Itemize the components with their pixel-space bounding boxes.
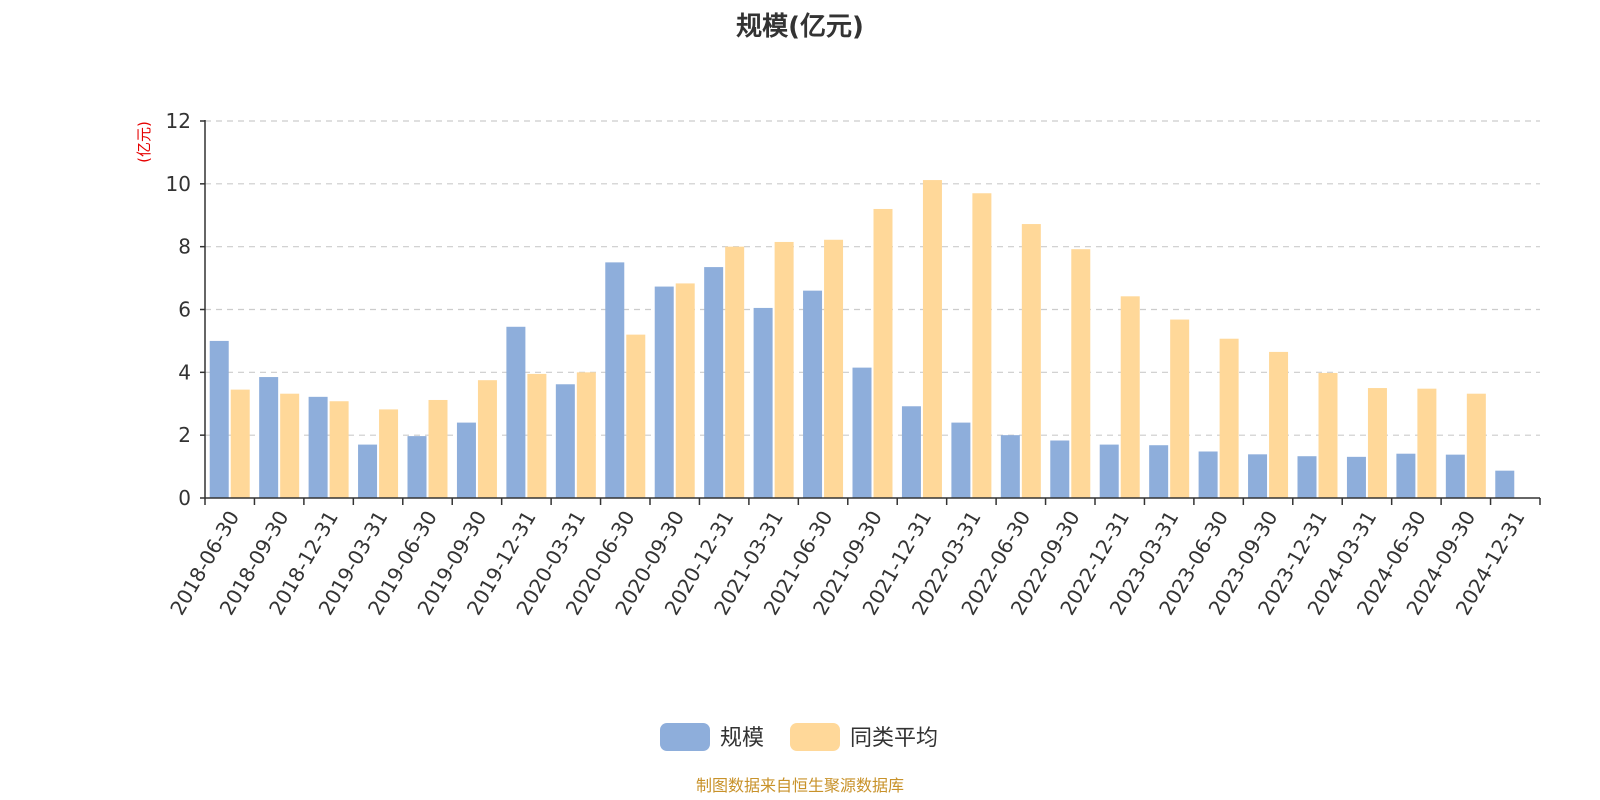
scale-bar	[1099, 444, 1119, 498]
scale-bar	[803, 290, 823, 498]
peer-average-bar	[329, 401, 349, 498]
peer-average-bar	[1417, 388, 1437, 498]
y-axis-unit-label: (亿元)	[135, 121, 153, 163]
y-tick-label: 8	[178, 235, 191, 259]
peer-average-bar	[576, 372, 596, 498]
peer-average-bar	[1219, 338, 1239, 498]
y-tick-label: 6	[178, 298, 191, 322]
grid-lines	[205, 120, 1540, 436]
peer-average-bar	[379, 409, 399, 498]
peer-average-bar	[922, 180, 942, 498]
peer-average-bar	[873, 208, 893, 498]
peer-average-bar	[774, 241, 794, 498]
legend: 规模 同类平均	[660, 723, 938, 751]
scale-bar	[1396, 453, 1416, 498]
peer-average-bar	[626, 334, 646, 498]
peer-average-bar	[675, 283, 695, 498]
scale-bar	[259, 377, 279, 498]
peer-average-bar	[527, 373, 547, 498]
scale-bar	[852, 367, 872, 498]
peer-average-bar	[725, 246, 745, 498]
legend-label: 同类平均	[850, 726, 938, 751]
peer-average-bar	[1120, 296, 1140, 498]
y-tick-label: 12	[166, 109, 191, 133]
scale-bar	[1248, 454, 1268, 498]
scale-bar	[704, 267, 724, 498]
peer-average-bar	[1269, 351, 1289, 498]
peer-average-bar	[1466, 393, 1486, 498]
peer-average-bar	[824, 239, 844, 498]
scale-bar	[358, 444, 378, 498]
scale-bar	[1495, 470, 1515, 498]
peer-average-bar	[428, 399, 448, 498]
scale-bar	[1297, 456, 1317, 498]
y-tick-label: 2	[178, 423, 191, 447]
scale-bar	[1000, 435, 1020, 498]
bars	[209, 180, 1515, 498]
scale-bar	[209, 340, 229, 498]
peer-average-bar	[280, 393, 300, 498]
peer-average-bar	[972, 193, 992, 498]
peer-average-bar	[1021, 224, 1041, 498]
scale-bar	[1346, 456, 1366, 498]
scale-bar	[407, 436, 427, 498]
scale-bar	[555, 384, 575, 498]
peer-average-bar	[1170, 319, 1190, 498]
scale-bar	[308, 396, 328, 498]
peer-average-bar	[477, 380, 497, 498]
scale-bar	[1149, 445, 1169, 498]
y-tick-label: 10	[166, 172, 191, 196]
legend-swatch	[790, 723, 840, 751]
y-tick-label: 0	[178, 486, 191, 510]
scale-bar	[605, 262, 625, 498]
peer-average-bar	[1071, 249, 1091, 498]
scale-bar	[901, 406, 921, 498]
scale-bar	[753, 307, 773, 498]
scale-bar	[654, 286, 674, 498]
peer-average-bar	[1367, 388, 1387, 498]
legend-swatch	[660, 723, 710, 751]
source-note: 制图数据来自恒生聚源数据库	[696, 776, 904, 795]
chart-title: 规模(亿元)	[736, 12, 864, 42]
scale-bar	[1445, 454, 1465, 498]
y-axis-ticks: 0 2 4 6 8 10 12	[166, 109, 205, 510]
legend-label: 规模	[720, 726, 764, 751]
peer-average-bar	[1318, 372, 1338, 498]
scale-bar	[951, 422, 971, 498]
y-tick-label: 4	[178, 360, 191, 384]
scale-bar	[1198, 451, 1218, 498]
x-axis-ticks: 2018-06-302018-09-302018-12-312019-03-31…	[165, 498, 1541, 619]
scale-bar	[1050, 440, 1070, 498]
scale-bar	[506, 326, 526, 498]
peer-average-bar	[230, 389, 250, 498]
scale-bar	[456, 422, 476, 498]
